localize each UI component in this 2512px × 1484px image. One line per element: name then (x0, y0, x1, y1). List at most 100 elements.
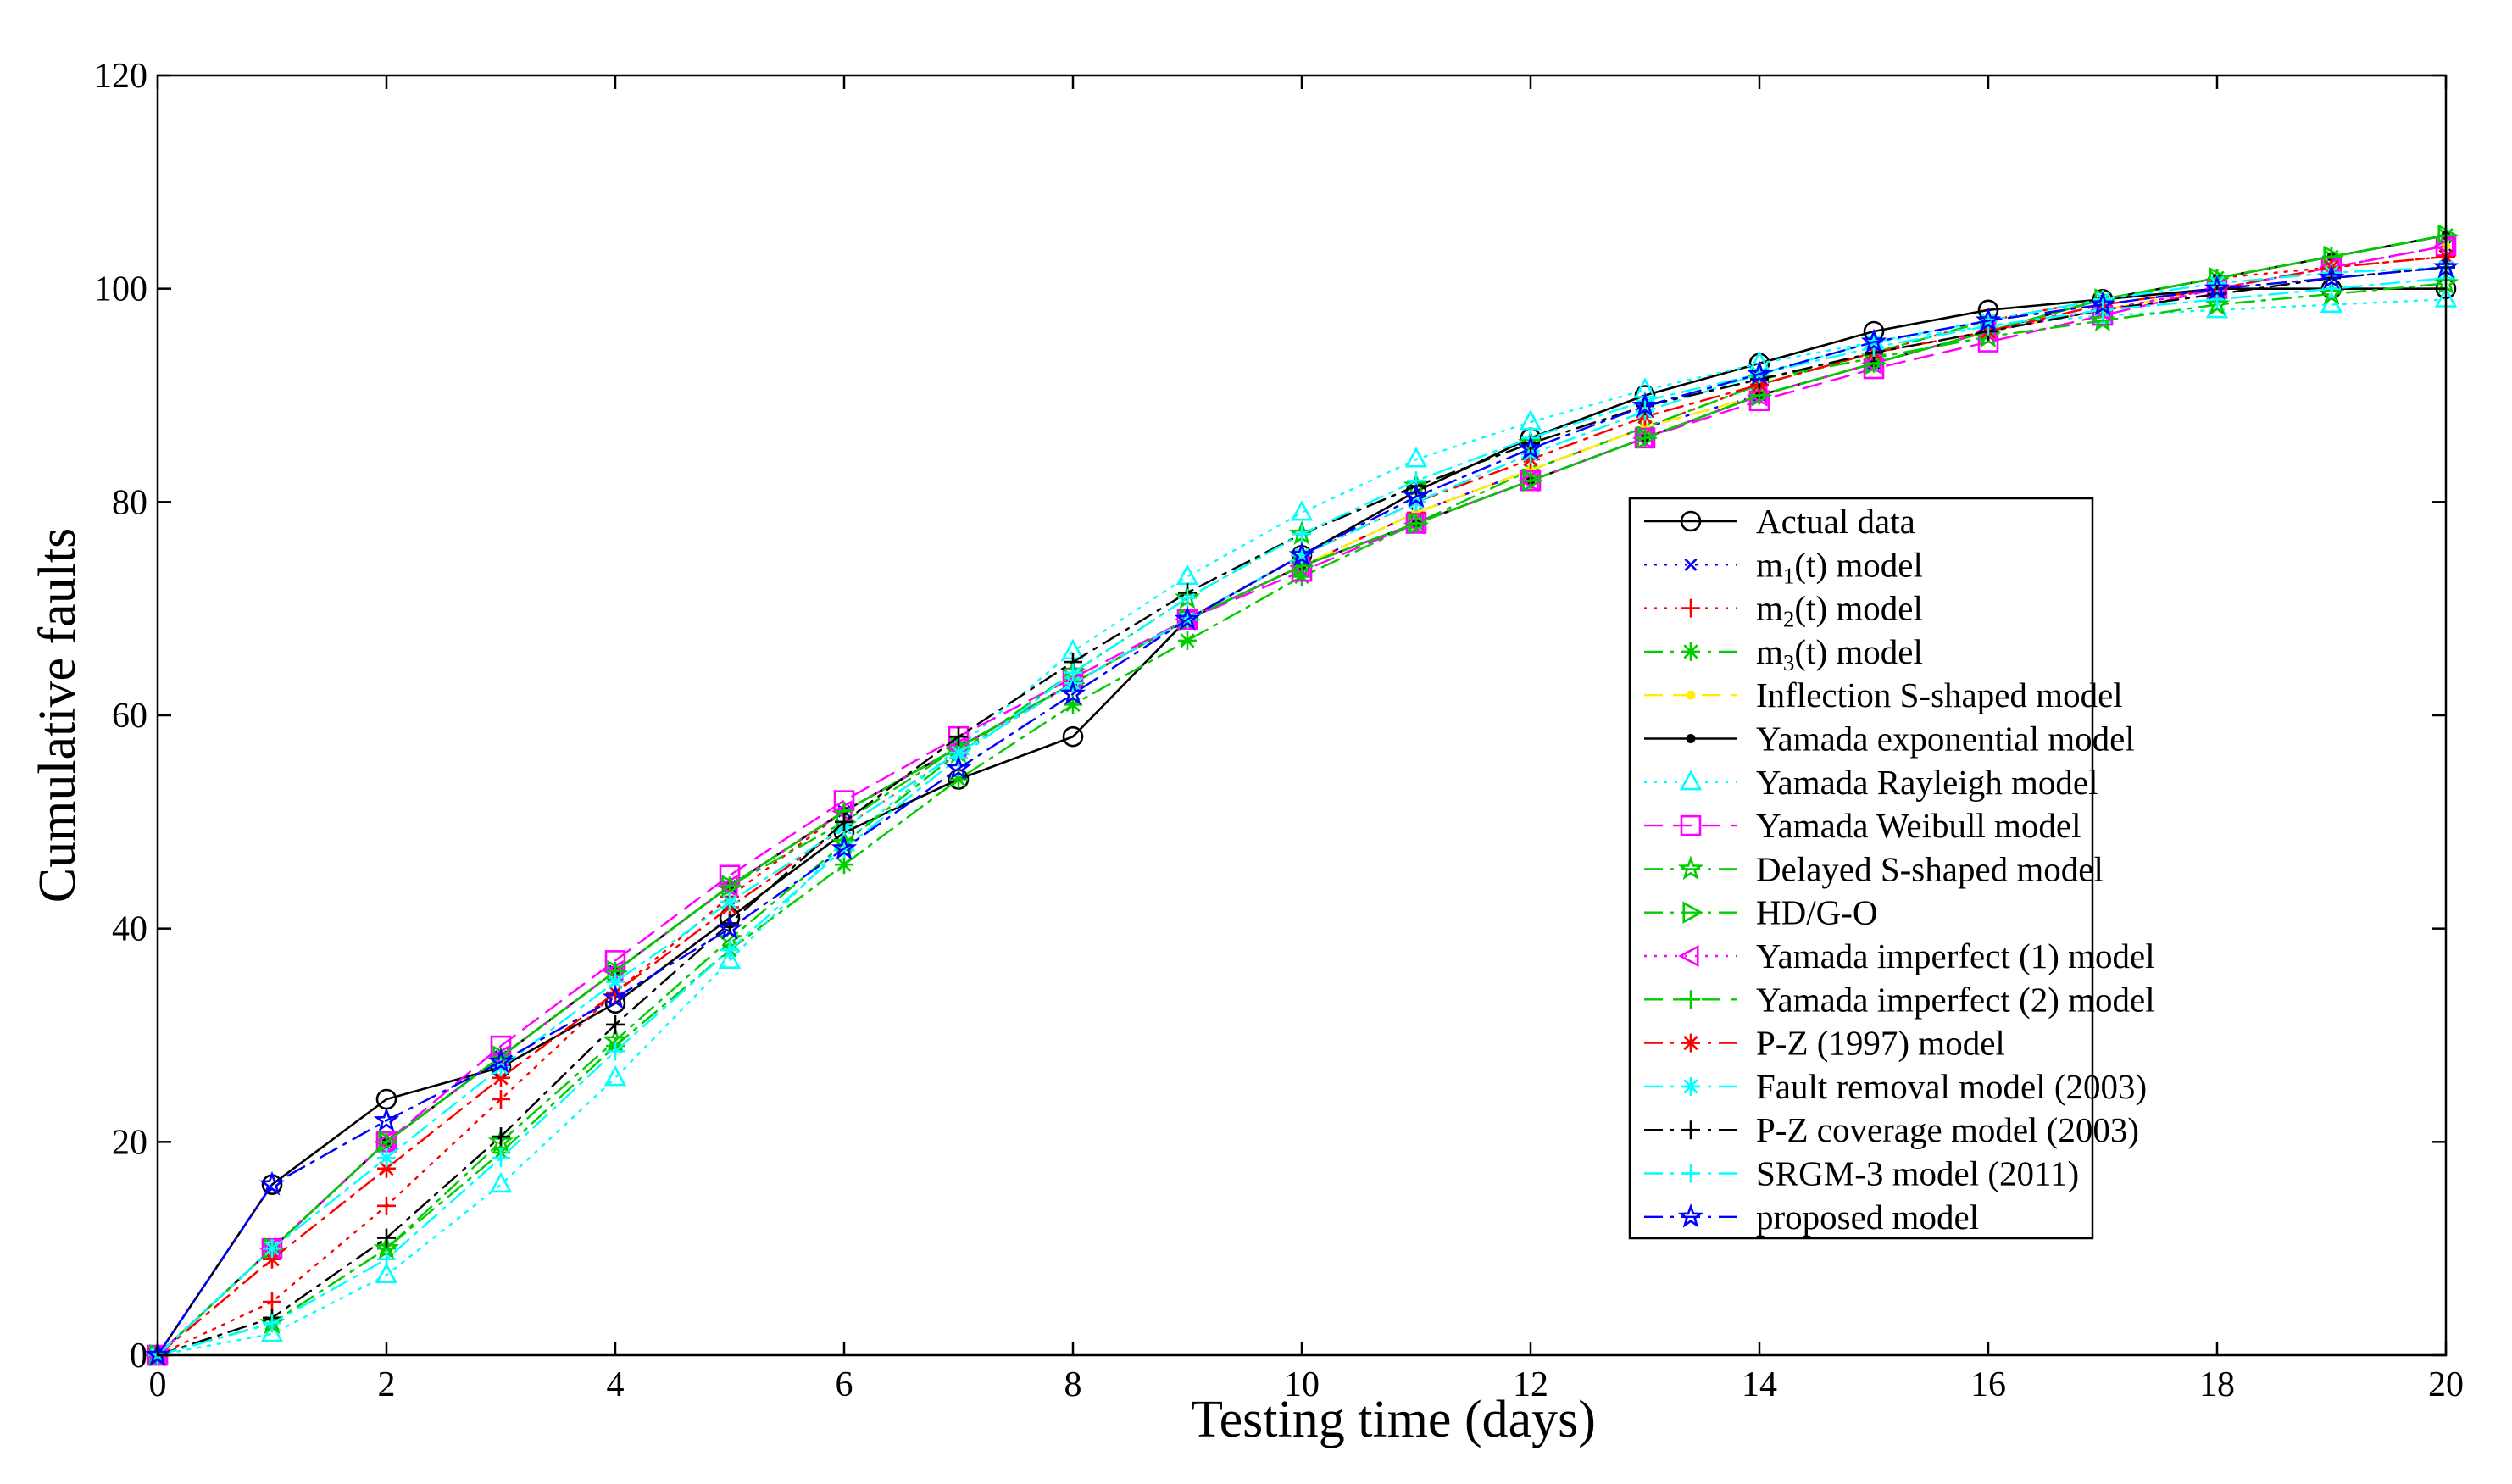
data-point (2318, 264, 2345, 289)
y-tick-label: 80 (112, 483, 147, 522)
data-point (2204, 275, 2231, 300)
series-line (156, 282, 2448, 1357)
data-point (1403, 483, 1430, 508)
legend-marker (1681, 1164, 1700, 1183)
legend-entry: Yamada imperfect (2) model (1644, 980, 2155, 1019)
series-16 (144, 253, 2459, 1366)
legend-label: m1(t) model (1756, 545, 1923, 588)
legend-entry: P-Z coverage model (2003) (1644, 1110, 2139, 1149)
data-point (377, 1132, 396, 1152)
data-point (718, 948, 742, 969)
data-point (487, 1128, 514, 1153)
data-point (263, 1314, 281, 1333)
legend-box (1628, 497, 2094, 1240)
y-axis-label: Cumulative faults (29, 528, 86, 903)
legend-marker (1677, 1203, 1704, 1228)
data-point (258, 1170, 286, 1196)
data-point (1064, 663, 1082, 682)
x-tick-label: 20 (2428, 1365, 2464, 1404)
legend-marker (1681, 598, 1700, 618)
data-point (1288, 542, 1315, 567)
data-point (1174, 605, 1201, 631)
x-axis-label: Testing time (days) (1191, 1391, 1596, 1448)
legend-marker (1682, 901, 1703, 924)
data-point (720, 876, 739, 896)
series-line (156, 234, 2448, 1357)
data-point (492, 1090, 510, 1109)
data-point (377, 1196, 396, 1215)
data-point (2320, 292, 2343, 314)
series-5 (153, 231, 2451, 1360)
data-point (1292, 525, 1311, 544)
x-tick-label: 14 (1742, 1365, 1777, 1404)
series-line (156, 266, 2448, 1357)
series-14 (148, 258, 2455, 1365)
x-tick-label: 4 (607, 1365, 625, 1404)
y-tick-label: 120 (94, 57, 147, 96)
legend-label: SRGM-3 model (2011) (1756, 1154, 2079, 1193)
series-6 (146, 286, 2458, 1364)
legend-marker (1686, 734, 1696, 743)
series-layer (144, 224, 2459, 1367)
data-point (949, 727, 968, 747)
legend-marker (1681, 1033, 1700, 1053)
y-tick-label: 60 (112, 697, 147, 736)
legend-label: m2(t) model (1756, 589, 1923, 632)
legend-label: m3(t) model (1756, 632, 1923, 675)
legend-marker (1681, 1120, 1700, 1140)
legend-label: P-Z coverage model (2003) (1756, 1110, 2139, 1149)
series-3 (148, 225, 2455, 1365)
data-point (2433, 235, 2454, 258)
data-point (260, 1320, 284, 1342)
data-point (720, 892, 739, 912)
data-point (377, 1159, 396, 1178)
data-point (487, 1048, 514, 1073)
data-point (1975, 307, 2002, 332)
legend-marker (1677, 855, 1704, 881)
legend-label: Yamada imperfect (2) model (1756, 980, 2155, 1019)
data-point (1062, 725, 1084, 748)
legend-marker (1684, 558, 1698, 571)
legend-entry: proposed model (1644, 1198, 1979, 1237)
legend-label: Delayed S-shaped model (1756, 849, 2104, 888)
x-tick-label: 10 (1284, 1365, 1320, 1404)
data-point (835, 855, 853, 875)
data-point (377, 1148, 396, 1168)
data-point (603, 1064, 627, 1087)
x-tick-label: 2 (378, 1365, 396, 1404)
y-tick-label: 20 (112, 1123, 147, 1162)
legend-entry: Yamada Weibull model (1644, 806, 2081, 845)
legend-entry: m3(t) model (1644, 632, 1923, 675)
data-point (489, 1171, 513, 1193)
legend-entry: m1(t) model (1644, 545, 1923, 588)
legend-label: Actual data (1756, 502, 1915, 541)
data-point (2089, 291, 2116, 316)
legend-entry: HD/G-O (1644, 893, 1877, 932)
data-point (716, 914, 743, 940)
data-point (606, 1014, 625, 1034)
series-line (156, 276, 2448, 1357)
series-8 (144, 270, 2459, 1366)
series-10 (145, 235, 2454, 1367)
legend-entry: Actual data (1644, 502, 1915, 541)
legend-marker (1681, 990, 1700, 1009)
data-point (945, 754, 972, 780)
series-line (156, 255, 2448, 1357)
data-point (2204, 291, 2231, 316)
data-point (1860, 328, 1887, 353)
data-point (602, 984, 629, 1009)
data-point (1404, 447, 1428, 468)
data-point (492, 1148, 510, 1168)
legend-entry: Yamada exponential model (1644, 720, 2135, 759)
series-line (156, 287, 2448, 1357)
series-2 (148, 247, 2455, 1365)
legend-label: HD/G-O (1756, 893, 1877, 932)
data-point (373, 1107, 400, 1132)
x-tick-label: 8 (1064, 1365, 1082, 1404)
data-point (375, 1262, 398, 1284)
legend-entry: Delayed S-shaped model (1644, 849, 2104, 888)
series-1 (151, 239, 2453, 1362)
legend-label: Yamada Weibull model (1756, 806, 2081, 845)
